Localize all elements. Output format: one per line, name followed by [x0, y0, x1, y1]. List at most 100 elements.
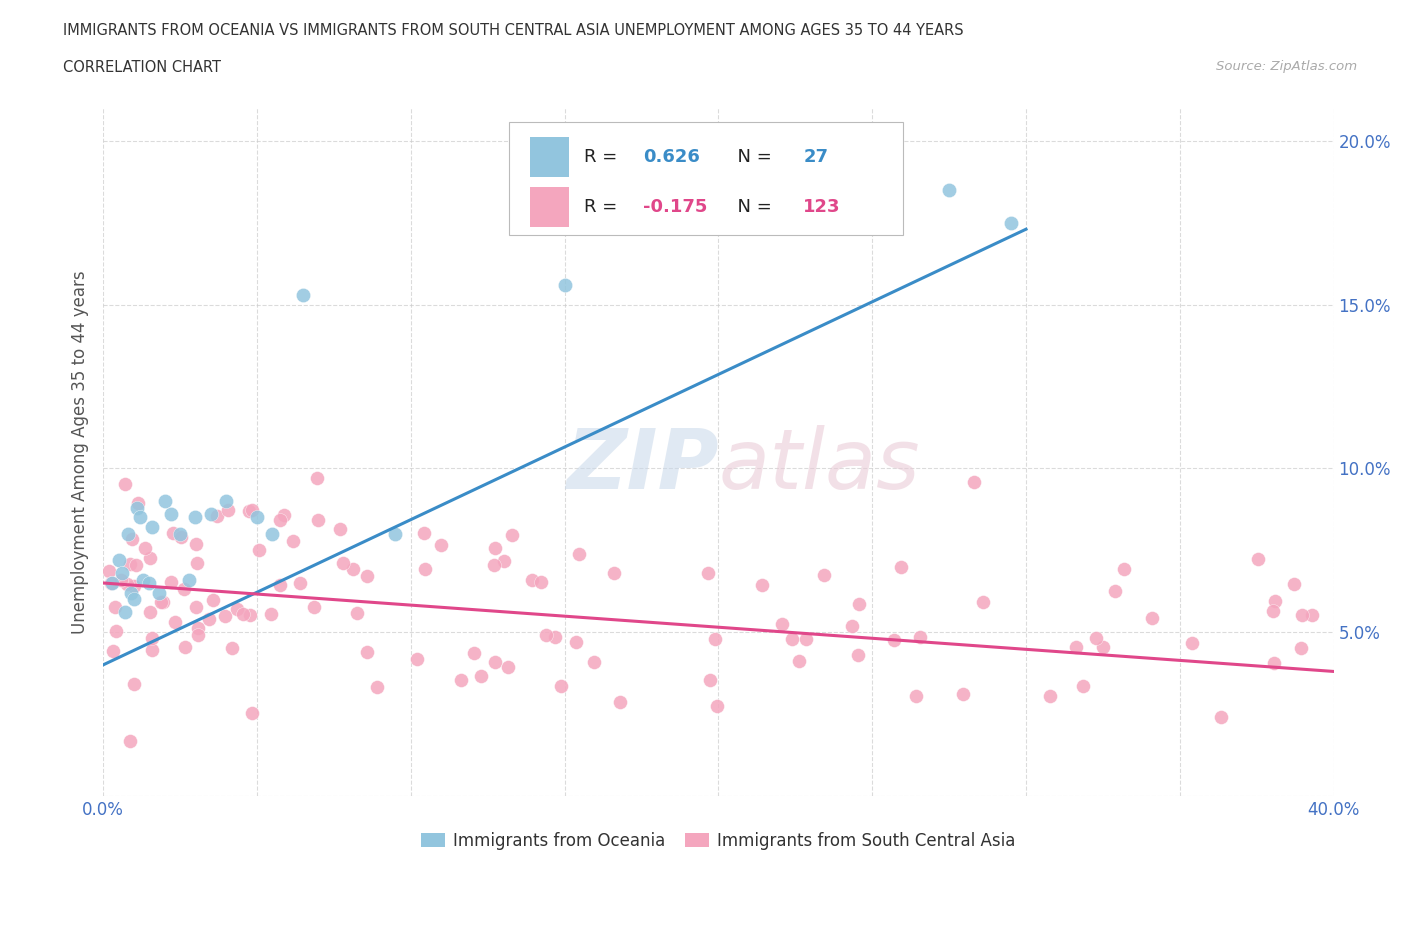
- Point: [430, 538, 453, 552]
- Point: [413, 561, 436, 576]
- Point: [787, 654, 810, 669]
- Point: [104, 600, 127, 615]
- Point: [703, 632, 725, 647]
- Point: [529, 575, 551, 590]
- Point: [114, 476, 136, 491]
- Point: [141, 520, 163, 535]
- Point: [609, 694, 631, 709]
- Point: [346, 605, 368, 620]
- Point: [384, 526, 406, 541]
- Point: [450, 672, 472, 687]
- Point: [484, 655, 506, 670]
- Point: [205, 509, 228, 524]
- Point: [121, 532, 143, 547]
- Point: [492, 553, 515, 568]
- Point: [122, 591, 145, 606]
- Point: [1264, 593, 1286, 608]
- Point: [841, 618, 863, 633]
- Point: [470, 669, 492, 684]
- Point: [848, 596, 870, 611]
- Point: [366, 680, 388, 695]
- Point: [110, 572, 132, 587]
- Point: [238, 607, 260, 622]
- Bar: [530, 187, 569, 227]
- Point: [565, 635, 588, 650]
- Point: [582, 655, 605, 670]
- Point: [782, 631, 804, 646]
- Point: [307, 471, 329, 485]
- Point: [1209, 710, 1232, 724]
- Point: [163, 615, 186, 630]
- Point: [603, 565, 626, 580]
- Point: [904, 688, 927, 703]
- Point: [342, 561, 364, 576]
- Point: [938, 182, 960, 197]
- Point: [1000, 215, 1022, 230]
- Point: [307, 512, 329, 527]
- Point: [890, 560, 912, 575]
- Point: [139, 604, 162, 619]
- Point: [148, 585, 170, 600]
- Point: [139, 551, 162, 565]
- Point: [118, 734, 141, 749]
- Point: [217, 502, 239, 517]
- Point: [501, 527, 523, 542]
- Point: [269, 578, 291, 592]
- Point: [141, 631, 163, 645]
- Text: 0.626: 0.626: [644, 148, 700, 166]
- Point: [1289, 641, 1312, 656]
- Point: [184, 537, 207, 551]
- Point: [169, 526, 191, 541]
- Point: [496, 660, 519, 675]
- Text: IMMIGRANTS FROM OCEANIA VS IMMIGRANTS FROM SOUTH CENTRAL ASIA UNEMPLOYMENT AMONG: IMMIGRANTS FROM OCEANIA VS IMMIGRANTS FR…: [63, 23, 965, 38]
- Point: [125, 558, 148, 573]
- Point: [117, 526, 139, 541]
- Text: 123: 123: [803, 198, 841, 216]
- Point: [292, 287, 315, 302]
- Point: [544, 630, 567, 644]
- Point: [484, 540, 506, 555]
- Point: [153, 494, 176, 509]
- Point: [110, 565, 132, 580]
- Point: [356, 644, 378, 659]
- Legend: Immigrants from Oceania, Immigrants from South Central Asia: Immigrants from Oceania, Immigrants from…: [415, 825, 1022, 857]
- FancyBboxPatch shape: [509, 122, 903, 235]
- Text: 27: 27: [803, 148, 828, 166]
- Point: [1181, 636, 1204, 651]
- Point: [103, 644, 125, 659]
- Point: [1085, 631, 1108, 645]
- Point: [173, 581, 195, 596]
- Point: [122, 578, 145, 593]
- Point: [1104, 583, 1126, 598]
- Point: [214, 609, 236, 624]
- Point: [482, 557, 505, 572]
- Point: [198, 612, 221, 627]
- Text: atlas: atlas: [718, 425, 920, 506]
- Point: [1301, 608, 1323, 623]
- Point: [186, 555, 208, 570]
- Point: [107, 552, 129, 567]
- Point: [1263, 656, 1285, 671]
- Point: [232, 606, 254, 621]
- Point: [1247, 551, 1270, 566]
- Y-axis label: Unemployment Among Ages 35 to 44 years: Unemployment Among Ages 35 to 44 years: [72, 270, 89, 633]
- Text: R =: R =: [585, 148, 623, 166]
- Point: [290, 576, 312, 591]
- Text: R =: R =: [585, 198, 623, 216]
- Point: [406, 651, 429, 666]
- Point: [751, 578, 773, 592]
- Point: [114, 605, 136, 620]
- Point: [221, 640, 243, 655]
- Point: [152, 595, 174, 610]
- Point: [963, 474, 986, 489]
- Point: [242, 705, 264, 720]
- Point: [174, 640, 197, 655]
- Point: [186, 599, 208, 614]
- Point: [187, 621, 209, 636]
- Point: [200, 507, 222, 522]
- Point: [972, 594, 994, 609]
- Point: [159, 507, 181, 522]
- Point: [1282, 577, 1305, 591]
- Point: [98, 564, 121, 578]
- Text: CORRELATION CHART: CORRELATION CHART: [63, 60, 221, 75]
